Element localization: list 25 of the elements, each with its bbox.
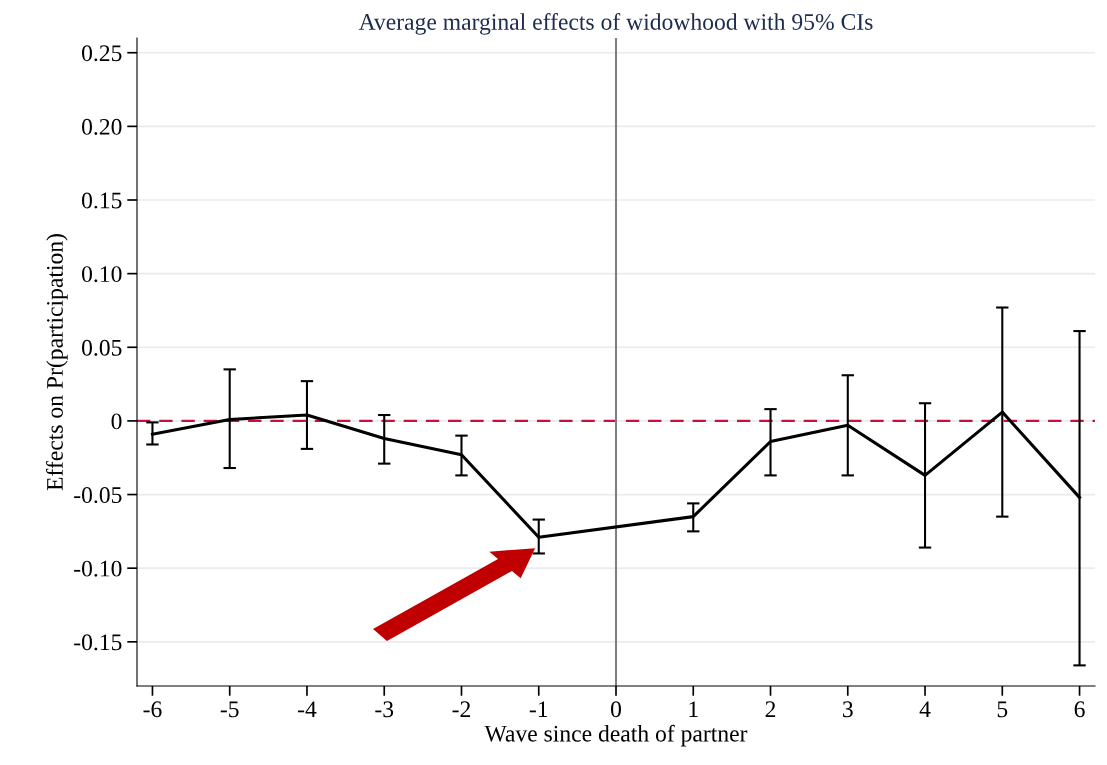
x-tick-label: 0 — [611, 701, 621, 718]
y-tick-label: 0 — [111, 413, 122, 430]
x-tick-label: -6 — [143, 701, 162, 718]
x-axis-title: Wave since death of partner — [484, 724, 748, 747]
x-tick-label: 2 — [765, 701, 776, 717]
x-tick-label: 6 — [1074, 701, 1085, 718]
x-tick-label: -3 — [375, 701, 394, 718]
x-tick-label: -2 — [452, 701, 471, 717]
y-tick-label: 0.05 — [82, 339, 122, 356]
x-tick-label: 3 — [843, 701, 853, 718]
x-tick-label: 1 — [689, 701, 698, 717]
chart-title: Average marginal effects of widowhood with 95% CIs — [358, 13, 873, 35]
y-axis-title: Effects on Pr(participation) — [46, 234, 68, 491]
y-tick-label: 0.10 — [82, 266, 122, 283]
x-tick-label: -4 — [298, 701, 317, 717]
y-tick-label: -0.05 — [74, 487, 122, 504]
y-tick-label: 0.15 — [82, 192, 122, 209]
y-tick-label: 0.20 — [82, 118, 122, 135]
x-tick-label: 4 — [919, 701, 931, 717]
x-tick-label: -5 — [220, 701, 239, 718]
y-tick-label: -0.15 — [74, 634, 122, 651]
y-tick-label: 0.25 — [82, 45, 122, 62]
y-tick-label: -0.10 — [74, 560, 122, 577]
x-tick-label: -1 — [529, 701, 548, 717]
x-tick-label: 5 — [997, 701, 1008, 718]
